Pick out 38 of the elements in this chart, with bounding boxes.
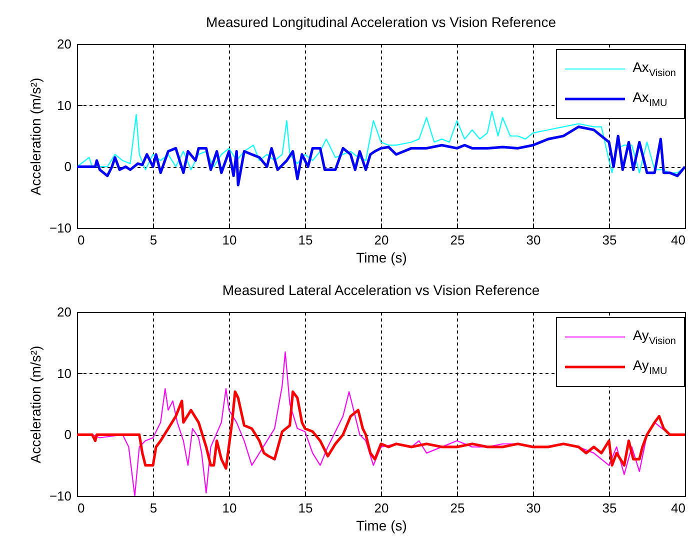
x-tick-label: 15 xyxy=(298,500,313,516)
y-tick-label: 10 xyxy=(57,366,72,381)
x-tick-label: 40 xyxy=(671,232,686,248)
legend-label: Ay$_{IMU}$ xyxy=(632,357,668,377)
line-series xyxy=(77,390,685,470)
x-axis-title: Time (s) xyxy=(356,250,407,266)
x-tick-label: 0 xyxy=(78,500,85,516)
legend-label: Ax$_{Vision}$ xyxy=(632,59,676,79)
x-tick-label: 25 xyxy=(450,232,465,248)
x-tick-label: 5 xyxy=(150,500,158,516)
x-tick-label: 30 xyxy=(526,500,541,516)
x-tick-label: 35 xyxy=(602,232,617,248)
x-tick-label: 20 xyxy=(374,500,389,516)
line-series xyxy=(77,126,685,186)
y-tick-label: −10 xyxy=(49,220,72,236)
x-tick-label: 20 xyxy=(374,232,389,248)
x-tick-label: 15 xyxy=(298,232,313,248)
x-tick-label: 5 xyxy=(150,232,158,248)
y-tick-label: 0 xyxy=(64,427,72,442)
y-tick-label: 10 xyxy=(57,98,72,113)
x-tick-label: 10 xyxy=(222,500,237,516)
legend-label: Ax$_{IMU}$ xyxy=(632,89,668,109)
y-tick-label: 0 xyxy=(64,159,72,174)
x-axis-title: Time (s) xyxy=(356,518,407,534)
y-tick-label: −10 xyxy=(49,488,72,504)
x-tick-label: 0 xyxy=(78,232,85,248)
x-tick-label: 40 xyxy=(671,500,686,516)
legend-label: Ay$_{Vision}$ xyxy=(632,327,676,347)
x-tick-label: 30 xyxy=(526,232,541,248)
y-tick-label: 20 xyxy=(57,36,72,52)
chart-title: Measured Lateral Acceleration vs Vision Reference xyxy=(222,282,540,298)
x-tick-label: 10 xyxy=(222,232,237,248)
y-axis-title: Acceleration (m/s²) xyxy=(27,78,44,196)
chart-title: Measured Longitudinal Acceleration vs Vision Reference xyxy=(206,14,556,30)
y-tick-label: 20 xyxy=(57,304,72,320)
y-axis-title: Acceleration (m/s²) xyxy=(27,346,44,464)
x-tick-label: 25 xyxy=(450,500,465,516)
x-tick-label: 35 xyxy=(602,500,617,516)
